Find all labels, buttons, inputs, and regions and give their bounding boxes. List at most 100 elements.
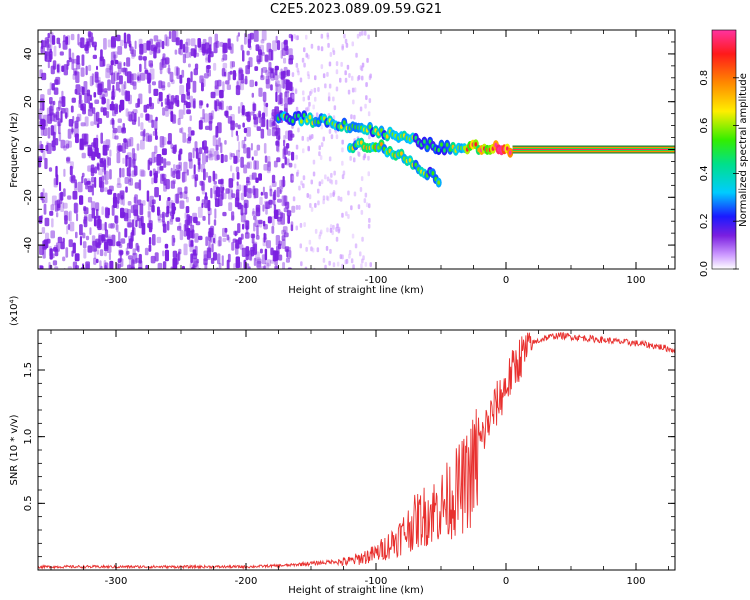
noise-patch	[165, 106, 169, 117]
noise-patch	[263, 265, 266, 269]
noise-patch	[320, 142, 324, 148]
noise-patch	[206, 202, 209, 209]
noise-patch	[256, 144, 261, 151]
noise-patch	[343, 33, 346, 39]
noise-patch	[205, 57, 210, 63]
noise-patch	[261, 254, 267, 265]
noise-patch	[119, 39, 124, 47]
noise-patch	[283, 57, 287, 64]
noise-patch	[76, 113, 82, 122]
noise-patch	[153, 156, 158, 163]
noise-patch	[332, 50, 336, 56]
noise-patch	[277, 40, 281, 51]
noise-patch	[325, 245, 329, 251]
noise-patch	[245, 246, 250, 257]
noise-patch	[282, 262, 285, 269]
noise-patch	[119, 75, 123, 85]
noise-patch	[277, 138, 280, 147]
noise-patch	[276, 187, 280, 198]
noise-patch	[260, 117, 266, 128]
noise-patch	[368, 134, 371, 140]
noise-patch	[208, 120, 213, 131]
noise-patch	[288, 246, 292, 258]
noise-patch	[229, 70, 233, 75]
noise-patch	[152, 130, 158, 136]
noise-patch	[200, 116, 203, 123]
noise-patch	[305, 52, 308, 58]
noise-patch	[262, 186, 265, 196]
noise-patch	[127, 201, 132, 206]
noise-patch	[123, 81, 127, 90]
noise-patch	[240, 233, 244, 240]
noise-patch	[267, 216, 272, 224]
noise-patch	[368, 203, 371, 209]
noise-patch	[93, 215, 97, 227]
noise-patch	[256, 126, 261, 131]
noise-patch	[43, 239, 49, 249]
noise-patch	[80, 37, 85, 49]
noise-patch	[100, 49, 103, 62]
noise-patch	[124, 90, 128, 100]
noise-patch	[269, 188, 273, 197]
noise-patch	[182, 132, 187, 143]
noise-patch	[96, 249, 99, 255]
noise-patch	[267, 155, 271, 168]
noise-patch	[216, 267, 219, 269]
noise-patch	[241, 247, 247, 257]
noise-patch	[253, 215, 257, 221]
noise-patch	[320, 46, 324, 52]
noise-patch	[249, 79, 254, 88]
noise-patch	[58, 42, 61, 49]
noise-patch	[249, 32, 254, 40]
noise-patch	[195, 221, 201, 226]
noise-patch	[274, 106, 279, 116]
noise-patch	[40, 119, 46, 130]
noise-patch	[238, 141, 241, 153]
noise-patch	[87, 93, 90, 104]
noise-patch	[331, 230, 334, 236]
noise-patch	[214, 80, 219, 90]
noise-patch	[324, 264, 327, 269]
noise-patch	[87, 185, 93, 193]
noise-patch	[51, 140, 56, 152]
noise-patch	[225, 188, 230, 194]
noise-patch	[260, 191, 263, 196]
noise-patch	[162, 261, 167, 269]
noise-patch	[363, 198, 367, 204]
noise-patch	[250, 250, 254, 258]
noise-patch	[254, 81, 258, 87]
y-tick-label: 1.5	[23, 362, 34, 378]
noise-patch	[305, 246, 308, 252]
noise-patch	[320, 179, 324, 185]
noise-patch	[145, 113, 150, 121]
noise-patch	[235, 256, 240, 269]
noise-patch	[250, 111, 255, 116]
noise-patch	[59, 181, 62, 192]
noise-patch	[298, 205, 301, 210]
noise-patch	[119, 167, 122, 178]
noise-patch	[310, 43, 314, 49]
noise-patch	[197, 38, 201, 48]
noise-patch	[260, 128, 265, 139]
noise-patch	[255, 251, 260, 262]
noise-patch	[130, 205, 135, 214]
noise-patch	[298, 185, 301, 191]
noise-patch	[68, 211, 71, 222]
noise-patch	[317, 45, 320, 51]
noise-patch	[253, 150, 258, 157]
noise-patch	[284, 91, 288, 104]
noise-patch	[260, 266, 264, 269]
noise-patch	[68, 140, 72, 148]
noise-patch	[178, 109, 184, 119]
noise-patch	[166, 205, 170, 214]
noise-patch	[118, 231, 121, 243]
noise-patch	[183, 100, 188, 106]
noise-patch	[299, 77, 303, 83]
signal-blob	[437, 180, 441, 185]
spectrogram-heatmap	[38, 30, 675, 269]
noise-patch	[230, 165, 233, 172]
noise-patch	[307, 106, 310, 112]
noise-patch	[123, 138, 127, 143]
noise-patch	[65, 143, 70, 149]
noise-patch	[351, 41, 354, 47]
